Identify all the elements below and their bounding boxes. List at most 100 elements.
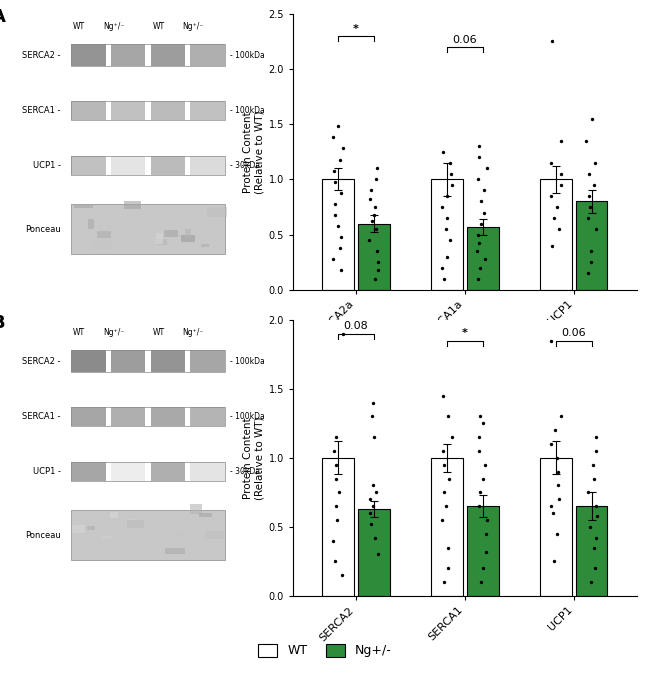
Point [447, 431, 457, 442]
Point [441, 501, 451, 512]
Point [368, 480, 378, 491]
Point [328, 535, 339, 546]
Point [335, 154, 346, 165]
Bar [432, 179, 463, 290]
Point [590, 533, 601, 544]
Bar [72, 511, 225, 560]
Text: - 100kDa: - 100kDa [230, 106, 265, 115]
Point [546, 190, 556, 201]
Point [446, 168, 456, 179]
Point [336, 265, 346, 276]
Bar [576, 506, 608, 596]
Point [331, 473, 341, 484]
Bar [127, 520, 144, 528]
Point [475, 487, 486, 498]
Bar [72, 525, 84, 533]
Text: *: * [353, 23, 359, 34]
Point [480, 254, 490, 265]
Bar [72, 101, 106, 120]
Point [584, 190, 594, 201]
Bar [181, 235, 195, 243]
Text: WT: WT [153, 328, 164, 337]
Point [328, 132, 338, 143]
Text: 0.06: 0.06 [562, 328, 586, 338]
Bar [111, 156, 146, 175]
Bar [467, 227, 499, 290]
Point [337, 328, 348, 339]
Point [590, 563, 600, 574]
Bar [111, 350, 146, 372]
Point [592, 511, 602, 522]
Point [547, 36, 558, 47]
Bar [190, 504, 202, 514]
Text: UCP1 -: UCP1 - [32, 161, 60, 170]
Point [447, 179, 457, 190]
Point [475, 196, 486, 207]
Bar [72, 407, 106, 426]
Point [549, 212, 559, 223]
Bar [72, 156, 106, 175]
Point [591, 501, 601, 512]
Bar [72, 204, 225, 254]
Point [370, 201, 381, 212]
Point [367, 501, 378, 512]
Point [443, 542, 453, 553]
Point [365, 508, 376, 519]
Bar [358, 509, 389, 596]
Point [367, 216, 378, 227]
Point [331, 501, 341, 512]
Bar [151, 156, 185, 175]
Bar [201, 244, 209, 247]
Point [480, 528, 491, 539]
Text: UCP1 -: UCP1 - [32, 467, 60, 476]
Point [438, 146, 448, 157]
Bar [205, 531, 224, 539]
Point [372, 163, 382, 174]
Text: - 100kDa: - 100kDa [230, 412, 265, 421]
Bar [111, 101, 146, 120]
Point [367, 411, 378, 422]
Point [474, 446, 484, 457]
Point [437, 390, 448, 401]
Bar [72, 44, 106, 66]
Point [588, 179, 599, 190]
Bar [151, 350, 185, 372]
Point [556, 135, 566, 146]
Bar [199, 513, 213, 517]
Point [588, 460, 599, 471]
Point [583, 212, 593, 223]
Point [330, 176, 340, 187]
Bar [576, 201, 608, 290]
Point [332, 515, 342, 526]
Text: - 100kDa: - 100kDa [230, 357, 265, 366]
Point [546, 335, 556, 346]
Bar [102, 536, 112, 539]
Bar [110, 511, 118, 517]
Text: SERCA1 -: SERCA1 - [22, 106, 60, 115]
Bar [190, 350, 225, 372]
Bar [127, 519, 136, 522]
Point [475, 263, 486, 274]
Point [365, 494, 375, 505]
Bar [124, 201, 140, 209]
Bar [322, 179, 354, 290]
Text: A: A [0, 8, 6, 26]
Bar [192, 525, 205, 528]
Text: - 30kDa: - 30kDa [230, 161, 260, 170]
Point [329, 446, 339, 457]
Point [441, 223, 452, 234]
Point [330, 198, 340, 209]
Bar [432, 458, 463, 596]
Y-axis label: Protein Content
(Relative to WT): Protein Content (Relative to WT) [242, 110, 264, 194]
Point [475, 411, 486, 422]
Bar [164, 230, 177, 238]
Bar [190, 44, 225, 66]
Bar [72, 101, 225, 120]
Point [439, 274, 449, 285]
Point [473, 174, 483, 185]
Point [583, 168, 593, 179]
Point [329, 165, 339, 176]
Point [473, 246, 483, 257]
Point [438, 460, 448, 471]
Point [474, 431, 484, 442]
